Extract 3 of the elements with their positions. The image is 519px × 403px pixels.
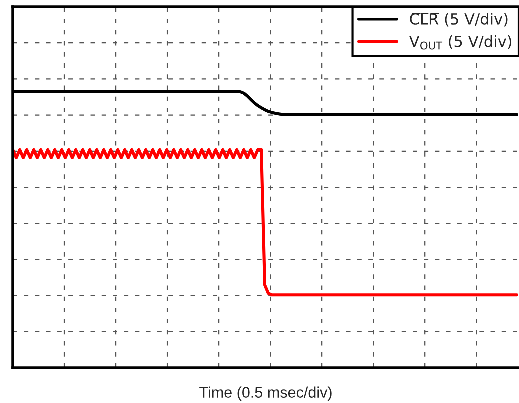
x-axis-title: Time (0.5 msec/div)	[200, 386, 332, 401]
legend-label: V$_{OUT}$ (5 V/div)	[409, 36, 512, 50]
legend-label: C̅L̅R̅ (5 V/div)	[410, 13, 508, 27]
